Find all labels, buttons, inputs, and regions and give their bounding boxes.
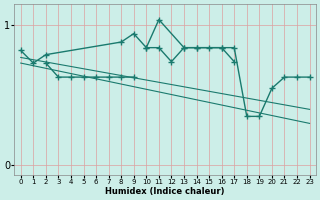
- X-axis label: Humidex (Indice chaleur): Humidex (Indice chaleur): [105, 187, 225, 196]
